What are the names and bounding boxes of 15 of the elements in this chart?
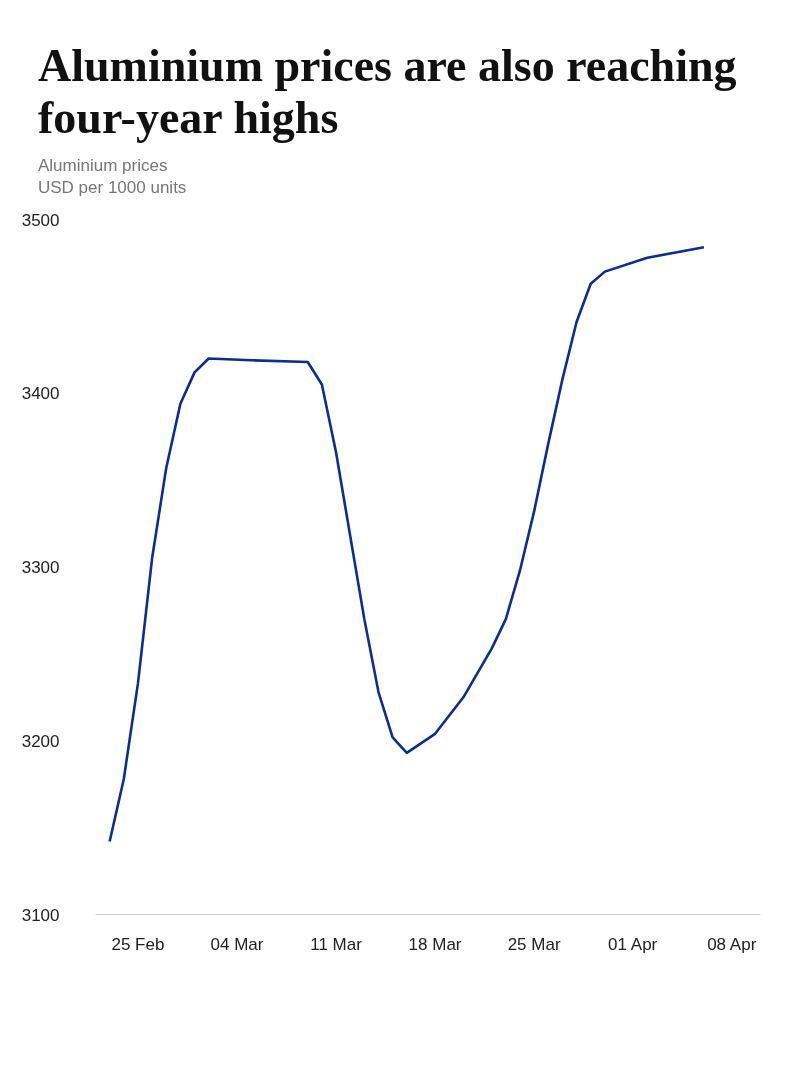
y-tick-label: 3400 <box>21 384 60 404</box>
x-tick-label: 01 Apr <box>608 934 658 954</box>
chart-subtitle: Aluminium prices <box>38 156 168 175</box>
x-tick-label: 18 Mar <box>408 934 462 954</box>
x-tick-label: 25 Mar <box>507 934 561 954</box>
x-tick-label: 11 Mar <box>310 934 363 954</box>
y-axis-title: USD per 1000 units <box>38 178 187 197</box>
y-tick-label: 3200 <box>21 731 60 751</box>
y-tick-label: 3100 <box>21 905 60 925</box>
y-tick-label: 3300 <box>21 558 60 577</box>
x-tick-label: 25 Feb <box>111 934 165 954</box>
x-tick-label: 04 Mar <box>210 934 264 954</box>
chart-title: Aluminium prices are also reaching four-year highs <box>38 40 738 144</box>
y-tick-label: 3500 <box>21 210 60 230</box>
x-tick-label: 08 Apr <box>707 934 757 954</box>
